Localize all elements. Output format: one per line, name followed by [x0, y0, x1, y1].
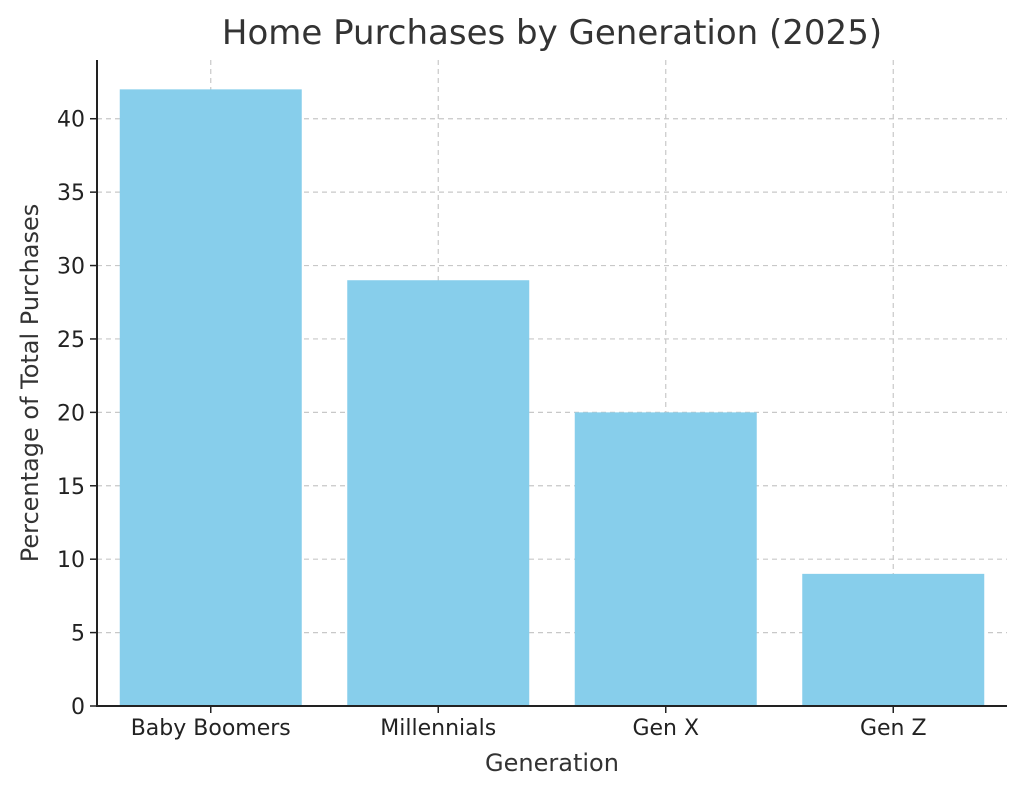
y-axis-label: Percentage of Total Purchases: [16, 204, 44, 563]
chart-title: Home Purchases by Generation (2025): [222, 13, 882, 53]
y-tick-label: 25: [57, 328, 85, 353]
y-ticks: 0 5 10 15 20 25 30 35 40: [57, 108, 97, 720]
bar-baby-boomers: [119, 89, 302, 706]
x-tick-label: Gen X: [632, 716, 699, 741]
y-tick-label: 15: [57, 475, 85, 500]
y-tick-label: 40: [57, 108, 85, 133]
x-axis-label: Generation: [485, 749, 619, 777]
bar-millennials: [347, 280, 530, 706]
y-tick-label: 5: [71, 622, 85, 647]
bar-gen-x: [574, 412, 757, 706]
x-ticks: Baby Boomers Millennials Gen X Gen Z: [131, 706, 927, 741]
y-tick-label: 20: [57, 401, 85, 426]
y-tick-label: 30: [57, 255, 85, 280]
x-tick-label: Baby Boomers: [131, 716, 291, 741]
x-tick-label: Millennials: [380, 716, 496, 741]
bar-gen-z: [802, 573, 985, 706]
x-tick-label: Gen Z: [860, 716, 927, 741]
axes: [96, 60, 1007, 707]
bars: [119, 89, 985, 706]
y-tick-label: 10: [57, 548, 85, 573]
y-tick-label: 35: [57, 181, 85, 206]
y-tick-label: 0: [71, 695, 85, 720]
